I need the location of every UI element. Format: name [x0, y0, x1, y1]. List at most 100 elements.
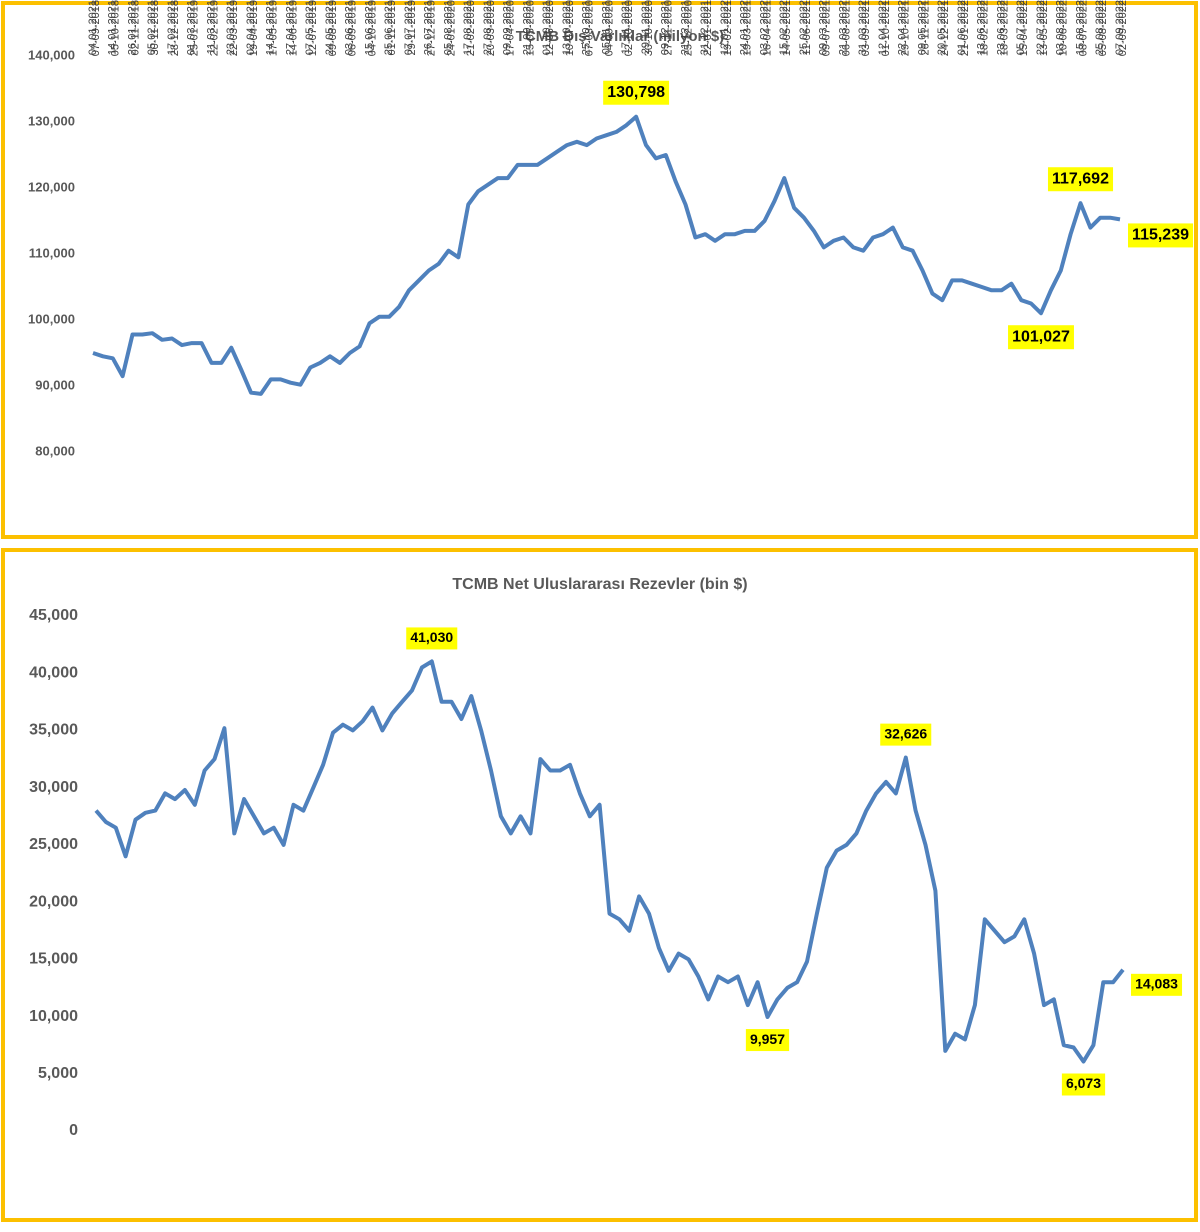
- x-tick-label: 14-06-2019: [287, 0, 299, 56]
- y-tick-label: 25,000: [29, 836, 78, 853]
- y-tick-label: 5,000: [38, 1065, 78, 1082]
- y-tick-label: 130,000: [28, 113, 75, 128]
- x-tick-label: 12-07-2019: [307, 0, 319, 56]
- x-tick-label: 01.06.2022: [956, 0, 968, 55]
- label-box: [880, 723, 932, 746]
- x-tick-label: 13.06.2022: [976, 0, 988, 55]
- x-tick-label: 05-10-2018: [110, 0, 122, 56]
- x-tick-label: 22-02-2019: [208, 0, 220, 56]
- y-tick-label: 10,000: [29, 1008, 78, 1025]
- x-tick-label: 15.06.2021: [363, 0, 375, 55]
- x-tick-label: 18-03-2022: [998, 0, 1010, 56]
- x-tick-label: 07-08-2020: [584, 0, 596, 56]
- x-tick-label: 26-11-2021: [919, 0, 931, 55]
- x-tick-label: 05.07.2022: [1015, 0, 1027, 55]
- x-tick-label: 24-01-2020: [445, 0, 457, 56]
- y-tick-label: 30,000: [29, 779, 78, 796]
- x-tick-label: 08-07-2022: [1077, 0, 1089, 56]
- x-tick-label: 28-12-2018: [169, 0, 181, 56]
- x-tick-label: 15-05-2020: [524, 0, 536, 56]
- x-tick-label: 16-04-2021: [761, 0, 773, 56]
- x-tick-label: 12-06-2020: [544, 0, 556, 56]
- label-box: [1128, 223, 1194, 248]
- x-tick-label: 17.08.2021: [462, 0, 474, 55]
- y-tick-label: 0: [69, 1122, 78, 1139]
- x-tick-label: 30-11-2018: [149, 0, 161, 55]
- x-tick-label: 07.07.2021: [403, 0, 415, 55]
- x-tick-label: 26.07.2021: [423, 0, 435, 55]
- x-tick-label: 01-11-2019: [386, 0, 398, 55]
- x-tick-label: 04.01.2021: [87, 0, 99, 55]
- x-tick-label: 07.05.2021: [304, 0, 316, 55]
- data-label: 101,027: [1012, 328, 1070, 345]
- x-tick-label: 09.05.2022: [916, 0, 928, 55]
- x-tick-label: 21.12.2021: [679, 0, 691, 55]
- x-tick-label: 25-01-2019: [189, 0, 201, 56]
- x-tick-label: 25.02.2022: [798, 0, 810, 55]
- x-tick-label: 19-03-2021: [742, 0, 754, 56]
- y-tick-label: 45,000: [29, 607, 78, 624]
- y-tick-label: 40,000: [29, 664, 78, 681]
- y-tick-label: 100,000: [28, 311, 75, 326]
- x-tick-label: 03.06.2021: [344, 0, 356, 55]
- label-box: [406, 627, 458, 650]
- x-tick-label: 14-05-2021: [781, 0, 793, 56]
- x-tick-label: 21.03.2022: [837, 0, 849, 55]
- x-tick-label: 01.10.2021: [541, 0, 553, 55]
- x-tick-label: 01.03.2021: [186, 0, 198, 55]
- x-tick-label: 27-11-2020: [663, 0, 675, 55]
- x-tick-label: 07.09.2022: [1114, 0, 1126, 55]
- data-line: [92, 114, 1121, 396]
- x-tick-label: 11-06-2021: [801, 0, 813, 55]
- x-tick-label: 23.06.2022: [995, 0, 1007, 55]
- x-tick-label: 22.07.2022: [1035, 0, 1047, 55]
- x-tick-label: 14.04.2021: [265, 0, 277, 55]
- x-tick-label: 17.11.2021: [620, 0, 632, 54]
- x-tick-label: 04-10-2019: [366, 0, 378, 56]
- x-tick-label: 12.04.2022: [877, 0, 889, 55]
- x-tick-label: 17-04-2020: [505, 0, 517, 56]
- x-tick-label: 18-02-2022: [979, 0, 991, 56]
- x-tick-label: 06-08-2021: [840, 0, 852, 56]
- x-tick-label: 12.01.2022: [719, 0, 731, 55]
- x-tick-label: 03.08.2022: [1055, 0, 1067, 55]
- x-tick-label: 02-09-2022: [1117, 0, 1129, 56]
- label-box: [603, 80, 670, 105]
- x-tick-label: 01-10-2021: [880, 0, 892, 56]
- x-tick-label: 29-10-2021: [900, 0, 912, 56]
- y-tick-label: 120,000: [28, 179, 75, 194]
- x-tick-label: 20.05.2022: [936, 0, 948, 55]
- x-tick-label: 25.08.2022: [1094, 0, 1106, 55]
- panel-frame: [1, 1, 1198, 539]
- x-tick-label: 24.01.2022: [739, 0, 751, 55]
- x-tick-label: 03-09-2021: [860, 0, 872, 56]
- x-tick-label: 10-06-2022: [1058, 0, 1070, 56]
- y-tick-label: 90,000: [35, 377, 75, 392]
- x-tick-label: 04-09-2020: [603, 0, 615, 56]
- x-tick-label: 09.12.2021: [660, 0, 672, 55]
- data-label: 115,239: [1132, 227, 1189, 244]
- y-tick-label: 140,000: [28, 47, 75, 62]
- panel-frame: [1, 548, 1198, 1222]
- x-tick-label: 09.03.2022: [818, 0, 830, 55]
- x-tick-label: 29.11.2021: [640, 0, 652, 54]
- x-tick-label: 25-12-2020: [682, 0, 694, 56]
- chart-title: TCMB Net Uluslararası Rezevler (bin $): [452, 576, 747, 593]
- x-tick-label: 29-11-2019: [406, 0, 418, 55]
- x-tick-label: 05.11.2021: [600, 0, 612, 54]
- x-tick-label: 31.03.2022: [857, 0, 869, 55]
- x-tick-label: 24-12-2021: [939, 0, 951, 56]
- x-tick-label: 15.08.2022: [1074, 0, 1086, 55]
- x-tick-label: 07-09-2018: [90, 0, 102, 56]
- data-label: 41,030: [410, 629, 453, 645]
- x-tick-label: 02.04.2021: [245, 0, 257, 55]
- x-tick-label: 19-04-2019: [248, 0, 260, 56]
- x-tick-label: 25.10.2021: [581, 0, 593, 55]
- data-label: 130,798: [607, 84, 665, 101]
- x-tick-label: 15-04-2022: [1018, 0, 1030, 56]
- chart-title: TCMB Dış Varlıklar (milyon $): [516, 28, 724, 45]
- x-tick-label: 10-07-2020: [564, 0, 576, 56]
- x-tick-label: 17.02.2021: [166, 0, 178, 55]
- x-tick-label: 21.09.2021: [521, 0, 533, 55]
